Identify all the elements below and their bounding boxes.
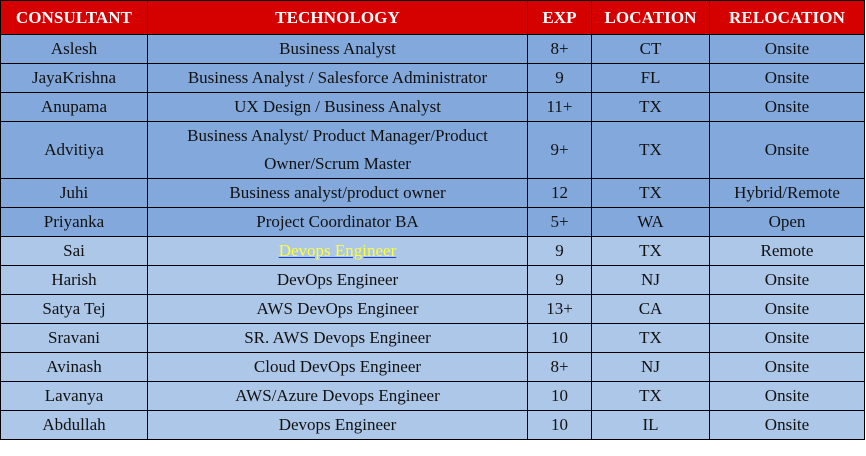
table-row: Advitiya Business Analyst/ Product Manag… bbox=[0, 121, 865, 179]
header-exp: EXP bbox=[527, 0, 592, 35]
location-cell: CA bbox=[591, 294, 710, 324]
consultant-cell: Priyanka bbox=[0, 207, 148, 237]
technology-cell: Cloud DevOps Engineer bbox=[147, 352, 528, 382]
table-row: Abdullah Devops Engineer 10 IL Onsite bbox=[0, 410, 865, 440]
location-cell: TX bbox=[591, 323, 710, 353]
consultant-table: CONSULTANT TECHNOLOGY EXP LOCATION RELOC… bbox=[0, 0, 865, 440]
consultant-cell: Juhi bbox=[0, 178, 148, 208]
consultant-cell: Sravani bbox=[0, 323, 148, 353]
consultant-cell: Sai bbox=[0, 236, 148, 266]
consultant-cell: Lavanya bbox=[0, 381, 148, 411]
technology-cell: UX Design / Business Analyst bbox=[147, 92, 528, 122]
technology-cell: AWS DevOps Engineer bbox=[147, 294, 528, 324]
relocation-cell: Onsite bbox=[709, 121, 865, 179]
relocation-cell: Remote bbox=[709, 236, 865, 266]
relocation-cell: Onsite bbox=[709, 34, 865, 64]
table-row: Priyanka Project Coordinator BA 5+ WA Op… bbox=[0, 207, 865, 237]
location-cell: WA bbox=[591, 207, 710, 237]
consultant-cell: Avinash bbox=[0, 352, 148, 382]
relocation-cell: Onsite bbox=[709, 410, 865, 440]
technology-cell: SR. AWS Devops Engineer bbox=[147, 323, 528, 353]
table-row: Sai Devops Engineer 9 TX Remote bbox=[0, 236, 865, 266]
table-row: Juhi Business analyst/product owner 12 T… bbox=[0, 178, 865, 208]
header-row: CONSULTANT TECHNOLOGY EXP LOCATION RELOC… bbox=[0, 0, 865, 35]
table-row: JayaKrishna Business Analyst / Salesforc… bbox=[0, 63, 865, 93]
exp-cell: 9 bbox=[527, 265, 592, 295]
exp-cell: 12 bbox=[527, 178, 592, 208]
exp-cell: 10 bbox=[527, 323, 592, 353]
consultant-cell: Harish bbox=[0, 265, 148, 295]
relocation-cell: Onsite bbox=[709, 92, 865, 122]
technology-cell: Business Analyst / Salesforce Administra… bbox=[147, 63, 528, 93]
location-cell: TX bbox=[591, 92, 710, 122]
consultant-cell: Aslesh bbox=[0, 34, 148, 64]
technology-cell: Business analyst/product owner bbox=[147, 178, 528, 208]
relocation-cell: Onsite bbox=[709, 352, 865, 382]
header-relocation: RELOCATION bbox=[709, 0, 865, 35]
location-cell: FL bbox=[591, 63, 710, 93]
exp-cell: 10 bbox=[527, 410, 592, 440]
location-cell: NJ bbox=[591, 265, 710, 295]
exp-cell: 9 bbox=[527, 236, 592, 266]
technology-cell: Devops Engineer bbox=[147, 236, 528, 266]
location-cell: NJ bbox=[591, 352, 710, 382]
table-row: Lavanya AWS/Azure Devops Engineer 10 TX … bbox=[0, 381, 865, 411]
technology-cell: Business Analyst/ Product Manager/Produc… bbox=[147, 121, 528, 179]
consultant-cell: Satya Tej bbox=[0, 294, 148, 324]
exp-cell: 8+ bbox=[527, 34, 592, 64]
relocation-cell: Open bbox=[709, 207, 865, 237]
header-consultant: CONSULTANT bbox=[0, 0, 148, 35]
relocation-cell: Onsite bbox=[709, 381, 865, 411]
exp-cell: 5+ bbox=[527, 207, 592, 237]
location-cell: TX bbox=[591, 381, 710, 411]
table-row: Anupama UX Design / Business Analyst 11+… bbox=[0, 92, 865, 122]
exp-cell: 11+ bbox=[527, 92, 592, 122]
relocation-cell: Hybrid/Remote bbox=[709, 178, 865, 208]
technology-cell: DevOps Engineer bbox=[147, 265, 528, 295]
header-location: LOCATION bbox=[591, 0, 710, 35]
location-cell: TX bbox=[591, 178, 710, 208]
relocation-cell: Onsite bbox=[709, 63, 865, 93]
table-row: Satya Tej AWS DevOps Engineer 13+ CA Ons… bbox=[0, 294, 865, 324]
table-row: Harish DevOps Engineer 9 NJ Onsite bbox=[0, 265, 865, 295]
location-cell: IL bbox=[591, 410, 710, 440]
table-row: Sravani SR. AWS Devops Engineer 10 TX On… bbox=[0, 323, 865, 353]
location-cell: TX bbox=[591, 121, 710, 179]
relocation-cell: Onsite bbox=[709, 265, 865, 295]
exp-cell: 8+ bbox=[527, 352, 592, 382]
table-row: Avinash Cloud DevOps Engineer 8+ NJ Onsi… bbox=[0, 352, 865, 382]
technology-cell: Devops Engineer bbox=[147, 410, 528, 440]
exp-cell: 9 bbox=[527, 63, 592, 93]
exp-cell: 9+ bbox=[527, 121, 592, 179]
exp-cell: 13+ bbox=[527, 294, 592, 324]
technology-cell: Business Analyst bbox=[147, 34, 528, 64]
consultant-cell: Abdullah bbox=[0, 410, 148, 440]
technology-cell: Project Coordinator BA bbox=[147, 207, 528, 237]
relocation-cell: Onsite bbox=[709, 323, 865, 353]
table-row: Aslesh Business Analyst 8+ CT Onsite bbox=[0, 34, 865, 64]
header-technology: TECHNOLOGY bbox=[147, 0, 528, 35]
relocation-cell: Onsite bbox=[709, 294, 865, 324]
technology-cell: AWS/Azure Devops Engineer bbox=[147, 381, 528, 411]
consultant-cell: Advitiya bbox=[0, 121, 148, 179]
location-cell: CT bbox=[591, 34, 710, 64]
location-cell: TX bbox=[591, 236, 710, 266]
technology-link[interactable]: Devops Engineer bbox=[278, 241, 397, 260]
consultant-cell: JayaKrishna bbox=[0, 63, 148, 93]
exp-cell: 10 bbox=[527, 381, 592, 411]
consultant-cell: Anupama bbox=[0, 92, 148, 122]
